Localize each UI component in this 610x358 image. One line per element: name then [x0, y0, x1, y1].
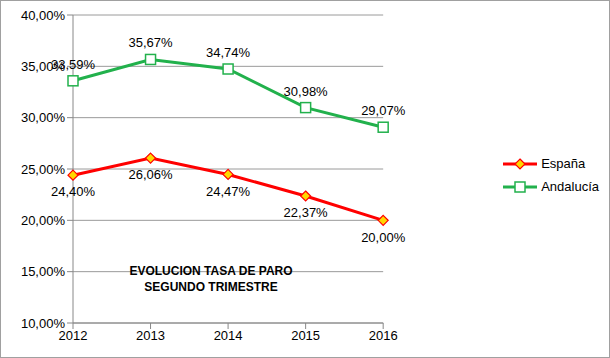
svg-text:20,00%: 20,00%: [361, 230, 406, 245]
svg-text:30,98%: 30,98%: [284, 84, 329, 99]
svg-text:34,74%: 34,74%: [206, 45, 251, 60]
svg-text:35,67%: 35,67%: [128, 35, 173, 50]
svg-text:15,00%: 15,00%: [21, 264, 66, 279]
svg-text:2015: 2015: [291, 328, 320, 343]
svg-text:2013: 2013: [136, 328, 165, 343]
svg-text:25,00%: 25,00%: [21, 162, 66, 177]
svg-text:35,00%: 35,00%: [20, 58, 65, 74]
svg-text:29,07%: 29,07%: [361, 103, 406, 118]
svg-text:2014: 2014: [214, 328, 243, 343]
html-text:España: España: [541, 156, 586, 171]
svg-text:2012: 2012: [58, 328, 88, 344]
html-text:EVOLUCION TASA DE PARO: EVOLUCION TASA DE PARO: [129, 264, 293, 278]
svg-text:20,00%: 20,00%: [21, 213, 66, 228]
svg-text:24,47%: 24,47%: [206, 184, 251, 199]
html-text:Andalucía: Andalucía: [541, 179, 599, 194]
svg-text:24,40%: 24,40%: [51, 184, 96, 199]
svg-text:30,00%: 30,00%: [21, 110, 66, 125]
svg-text:33,59%: 33,59%: [51, 57, 96, 72]
html-text:SEGUNDO TRIMESTRE: SEGUNDO TRIMESTRE: [144, 280, 278, 294]
svg-text:40,00%: 40,00%: [21, 8, 66, 23]
svg-text:10,00%: 10,00%: [21, 316, 66, 331]
svg-text:22,37%: 22,37%: [284, 205, 329, 220]
svg-text:26,06%: 26,06%: [128, 167, 173, 182]
svg-text:2016: 2016: [369, 328, 398, 343]
